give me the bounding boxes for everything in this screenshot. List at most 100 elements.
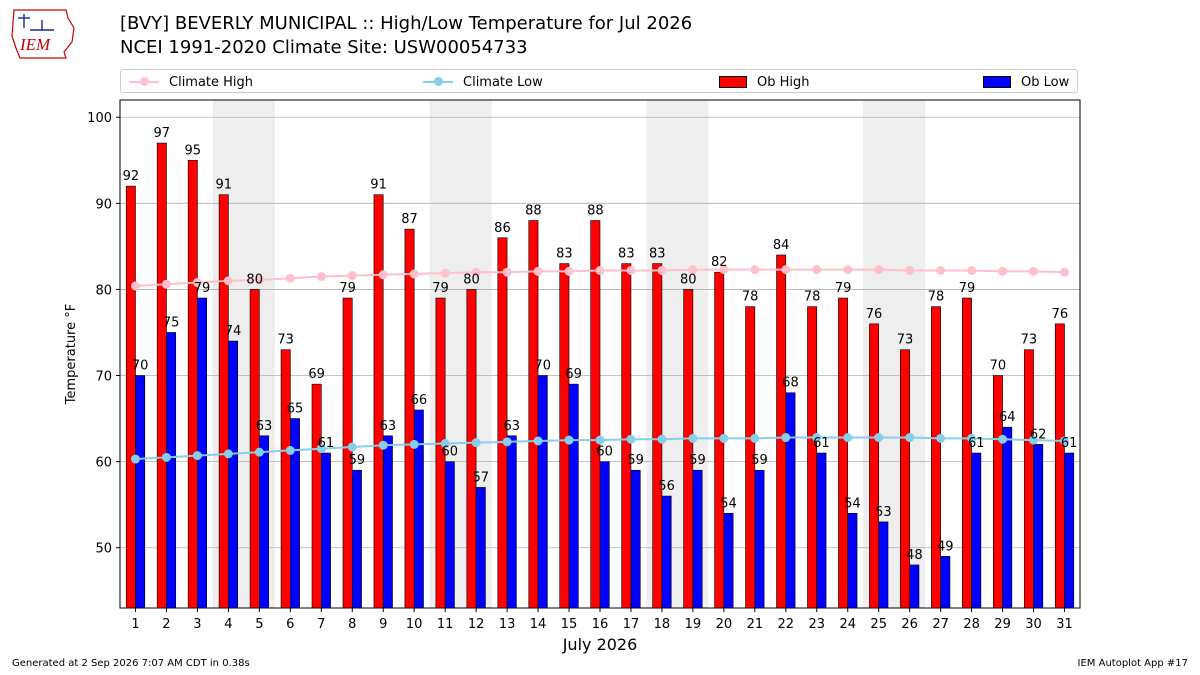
x-tick-label: 16 xyxy=(592,617,609,632)
ob-low-label: 69 xyxy=(565,367,582,382)
x-tick-label: 21 xyxy=(747,617,764,632)
x-tick-label: 12 xyxy=(468,617,485,632)
ob-low-bar xyxy=(228,340,238,609)
ob-low-bar xyxy=(475,487,486,609)
climate-high-point xyxy=(502,267,512,277)
ob-high-bar xyxy=(187,159,198,609)
ob-high-bar xyxy=(962,297,972,609)
ob-low-label: 59 xyxy=(627,453,644,468)
x-tick-label: 6 xyxy=(286,617,294,632)
x-tick-label: 11 xyxy=(437,617,454,632)
climate-low-point xyxy=(843,433,853,443)
x-tick-label: 14 xyxy=(530,617,547,632)
ob-low-bar xyxy=(630,469,641,609)
ob-low-label: 79 xyxy=(194,281,211,296)
y-tick-label: 80 xyxy=(95,283,112,298)
ob-low-bar xyxy=(351,469,362,609)
ob-high-bar xyxy=(869,323,880,609)
climate-low-point xyxy=(595,435,605,445)
ob-high-bar xyxy=(838,297,849,609)
ob-low-bar xyxy=(878,521,889,609)
x-tick-label: 2 xyxy=(162,617,170,632)
y-tick-label: 60 xyxy=(95,456,112,471)
ob-low-label: 59 xyxy=(689,453,706,468)
legend-ob-high: Ob High xyxy=(719,73,810,91)
x-tick-label: 27 xyxy=(932,617,949,632)
climate-high-point xyxy=(812,265,822,275)
ob-high-label: 79 xyxy=(339,281,356,296)
x-tick-label: 5 xyxy=(255,617,263,632)
x-tick-label: 23 xyxy=(809,617,826,632)
climate-high-point xyxy=(285,273,295,283)
ob-high-label: 88 xyxy=(587,204,604,219)
climate-low-point xyxy=(967,433,977,443)
climate-low-point xyxy=(812,433,822,443)
y-tick-label: 100 xyxy=(87,111,112,126)
x-tick-label: 18 xyxy=(654,617,671,632)
climate-low-point xyxy=(130,454,140,464)
ob-high-label: 84 xyxy=(773,238,790,253)
chart-title: [BVY] BEVERLY MUNICIPAL :: High/Low Temp… xyxy=(120,13,693,34)
x-tick-label: 7 xyxy=(317,617,325,632)
climate-high-point xyxy=(874,265,884,275)
ob-low-label: 63 xyxy=(256,419,273,434)
chart-subtitle: NCEI 1991-2020 Climate Site: USW00054733 xyxy=(120,37,528,58)
ob-low-label: 54 xyxy=(720,496,737,511)
ob-high-bar xyxy=(1054,323,1065,609)
climate-high-point xyxy=(347,271,357,281)
climate-low-point xyxy=(440,439,450,449)
climate-low-point xyxy=(998,434,1008,444)
ob-low-label: 49 xyxy=(937,539,954,554)
ob-high-bar xyxy=(590,220,601,609)
climate-high-point xyxy=(936,265,946,275)
climate-low-point xyxy=(192,451,202,461)
ob-high-label: 78 xyxy=(804,290,821,305)
climate-low-point xyxy=(285,445,295,455)
ob-low-bar xyxy=(1002,426,1013,609)
logo-text: IEM xyxy=(19,35,51,54)
ob-high-label: 79 xyxy=(959,281,976,296)
ob-low-label: 59 xyxy=(751,453,768,468)
climate-high-point xyxy=(719,265,729,275)
ob-high-label: 78 xyxy=(742,290,759,305)
ob-high-label: 83 xyxy=(556,247,573,262)
climate-high-point xyxy=(998,266,1008,276)
ob-low-label: 75 xyxy=(163,315,180,330)
ob-low-bar xyxy=(847,512,858,609)
ob-high-label: 80 xyxy=(246,272,263,287)
climate-low-point xyxy=(223,449,233,459)
ob-low-bar xyxy=(754,469,765,609)
ob-low-label: 70 xyxy=(534,359,551,374)
x-tick-label: 26 xyxy=(901,617,918,632)
ob-low-label: 63 xyxy=(380,419,397,434)
ob-low-label: 56 xyxy=(658,479,675,494)
climate-high-point xyxy=(378,270,388,280)
ob-low-bar xyxy=(166,332,177,609)
generated-footer: Generated at 2 Sep 2026 7:07 AM CDT in 0… xyxy=(12,658,250,669)
ob-low-label: 64 xyxy=(999,410,1016,425)
ob-high-bar xyxy=(900,349,910,609)
climate-high-point xyxy=(750,265,760,275)
ob-high-bar xyxy=(776,254,787,609)
climate-low-point xyxy=(409,439,419,449)
climate-high-point xyxy=(409,269,419,279)
climate-high-point xyxy=(905,265,915,275)
climate-high-point xyxy=(223,276,233,286)
climate-low-point xyxy=(719,433,729,443)
ob-high-label: 79 xyxy=(432,281,449,296)
ob-low-label: 60 xyxy=(596,445,613,460)
climate-high-point xyxy=(1060,267,1070,277)
ob-high-bar xyxy=(559,263,570,609)
ob-low-bar xyxy=(909,564,920,609)
legend-label: Ob Low xyxy=(1021,74,1070,90)
ob-high-label: 76 xyxy=(866,307,883,322)
climate-low-point xyxy=(781,433,791,443)
ob-high-bar xyxy=(125,185,136,609)
climate-high-point xyxy=(316,272,326,282)
ob-low-bar xyxy=(506,435,517,609)
ob-high-bar xyxy=(373,194,384,609)
ob-high-bar xyxy=(466,289,477,609)
ob-low-label: 61 xyxy=(813,436,830,451)
y-tick-label: 90 xyxy=(95,197,112,212)
ob-low-bar xyxy=(135,375,146,609)
